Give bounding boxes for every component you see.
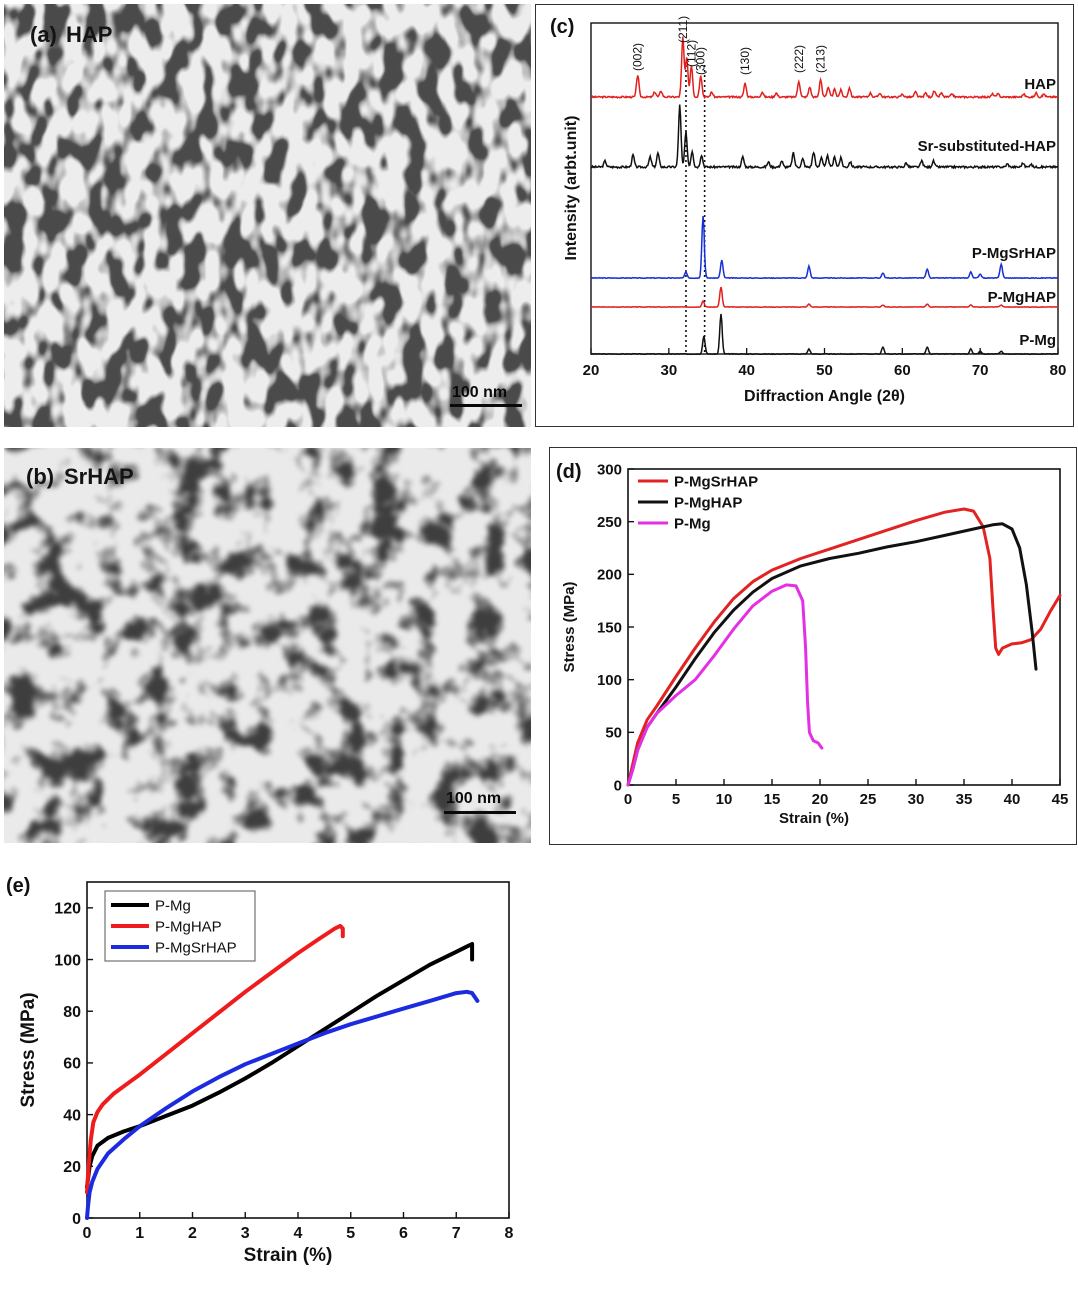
x-tick-label: 30 [908,791,925,808]
x-tick-label: 3 [241,1225,250,1242]
series-label-p-mgsrhap: P-MgSrHAP [972,245,1056,262]
sem-image-hap: (a) HAP 100 nm [4,4,531,427]
panel-c-xrd: 20 30 40 50 60 70 80 Diffraction Angle (2θ) Inte… [535,4,1074,427]
x-tick-label: 35 [956,791,973,808]
sem-texture-hap [4,4,531,427]
x-tick-label: 2 [188,1225,197,1242]
series-label-sr-substituted-hap: Sr-substituted-HAP [918,138,1056,155]
x-tick-label: 10 [716,791,733,808]
series-line-p-mghap [591,286,1059,309]
series-line-p-mg [590,313,1059,356]
legend-label-p-mghap: P-MgHAP [155,918,222,935]
series-line-p-mghap [85,923,345,1195]
x-axis-label: Diffraction Angle (2θ) [744,388,905,405]
x-tick-label: 5 [672,791,680,808]
series-label-p-mghap: P-MgHAP [988,289,1056,306]
series-line-p-mgsrhap [626,507,1062,787]
legend-label-p-mg: P-Mg [674,515,711,532]
xrd-chart: 20 30 40 50 60 70 80 Diffraction Angle (2θ) Inte… [550,16,1067,405]
y-tick-label: 100 [597,672,622,689]
x-tick-label: 15 [764,791,781,808]
x-tick-label: 0 [83,1225,92,1242]
x-tick-label: 50 [816,362,833,379]
series-line-hap [590,36,1059,100]
series-line-sr-substituted-hap [590,104,1059,170]
x-tick-label: 70 [972,362,989,379]
sem-image-srhap: (b) SrHAP 100 nm [4,448,531,843]
x-axis-label: Strain (%) [779,810,849,827]
y-tick-label: 250 [597,514,622,531]
scale-bar-label-b: 100 nm [446,790,502,807]
panel-letter: (c) [550,16,574,38]
series-line-p-mg [85,942,475,1189]
y-tick-label: 80 [63,1004,81,1021]
series-line-p-mg [626,583,824,787]
x-tick-label: 60 [894,362,911,379]
peak-annotation: (300) [694,47,708,75]
x-tick-label: 45 [1052,791,1069,808]
x-tick-label: 25 [860,791,877,808]
peak-annotation: (130) [738,47,752,75]
panel-letter: (d) [556,461,582,483]
panel-d-stress-strain: 0 5 10 15 20 25 30 35 40 45 0 50 100 150 200 250 300 Stra… [549,447,1077,845]
panel-b-letter: (b) [26,464,55,489]
x-tick-label: 6 [399,1225,408,1242]
peak-annotation: (222) [792,45,806,73]
y-axis-label: Intensity (arbt.unit) [563,116,580,261]
x-tick-label: 30 [660,362,677,379]
x-tick-label: 40 [738,362,755,379]
stress-strain-chart-d: 0 5 10 15 20 25 30 35 40 45 0 50 100 150 200 250 300 Stra… [556,461,1069,827]
x-tick-label: 0 [624,791,632,808]
y-tick-label: 40 [63,1107,81,1124]
y-tick-label: 120 [54,901,81,918]
y-tick-label: 60 [63,1056,81,1073]
series-label-hap: HAP [1024,76,1056,93]
series-line-p-mgsrhap [85,989,480,1220]
peak-annotation: (211) [676,16,690,43]
x-tick-label: 20 [812,791,829,808]
x-tick-label: 40 [1004,791,1021,808]
x-tick-label: 5 [346,1225,355,1242]
y-tick-label: 300 [597,461,622,478]
panel-e-stress-strain: 0 1 2 3 4 5 6 7 8 0 20 40 60 80 100 120 Strain (%) Stress… [4,862,538,1290]
y-tick-label: 200 [597,567,622,584]
series-label-p-mg: P-Mg [1019,332,1056,349]
y-tick-label: 100 [54,952,81,969]
y-tick-label: 50 [605,725,622,742]
legend-label-p-mgsrhap: P-MgSrHAP [674,473,758,490]
y-axis-label: Stress (MPa) [561,582,578,673]
x-tick-label: 8 [505,1225,514,1242]
x-tick-label: 80 [1050,362,1067,379]
y-tick-label: 150 [597,619,622,636]
legend-label-p-mgsrhap: P-MgSrHAP [155,939,237,956]
x-tick-label: 1 [135,1225,144,1242]
panel-a-label: HAP [66,22,113,47]
x-tick-label: 20 [583,362,600,379]
y-tick-label: 20 [63,1159,81,1176]
panel-letter: (e) [6,875,30,897]
legend-label-p-mghap: P-MgHAP [674,494,742,511]
peak-annotation: (112) [684,40,698,67]
sem-texture-srhap [4,448,531,843]
y-axis-label: Stress (MPa) [18,992,39,1107]
scale-bar-b [444,811,516,814]
y-tick-label: 0 [614,777,622,794]
scale-bar-label-a: 100 nm [452,384,508,401]
panel-b-label: SrHAP [64,464,134,489]
peak-annotation: (002) [631,43,645,71]
x-tick-label: 7 [452,1225,461,1242]
series-line-p-mgsrhap [590,216,1059,280]
peak-annotation: (213) [814,45,828,73]
legend-label-p-mg: P-Mg [155,897,191,914]
scale-bar-a [450,404,522,407]
x-axis-label: Strain (%) [244,1245,333,1266]
x-tick-label: 4 [294,1225,303,1242]
y-tick-label: 0 [72,1211,81,1228]
panel-a-letter: (a) [30,22,57,47]
